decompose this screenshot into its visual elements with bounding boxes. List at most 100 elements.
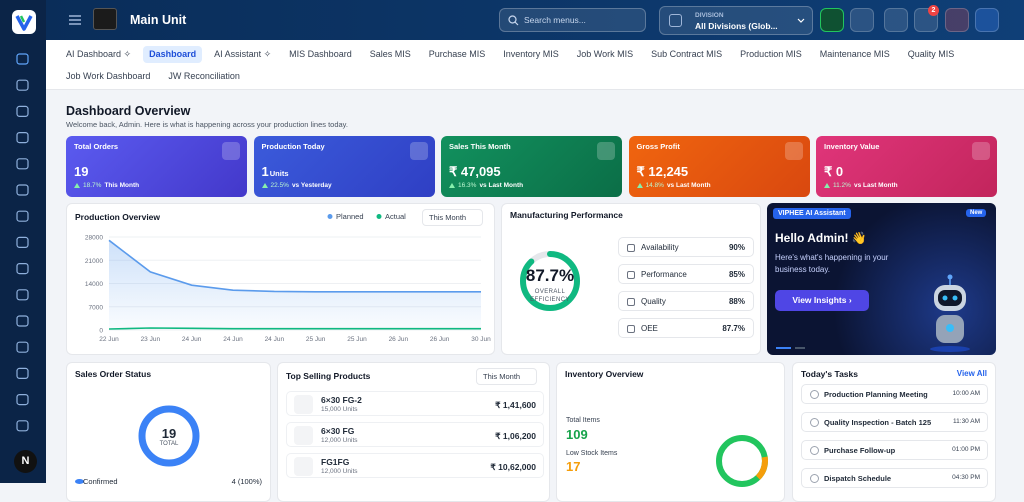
theme-button[interactable] [850,8,874,32]
task-row[interactable]: Quality Inspection - Batch 125 11:30 AM [801,412,988,432]
efficiency-gauge [520,251,580,311]
kpi-card: Gross Profit ₹ 12,245 14.8% vs Last Month [628,136,810,197]
tab[interactable]: Quality MIS [907,49,955,59]
kpi-change: 14.8% vs Last Month [636,182,711,189]
kpi-value: ₹ 12,245 [637,164,689,180]
panel-title: Top Selling Products [286,371,371,381]
task-checkbox[interactable] [810,446,819,455]
task-name: Purchase Follow-up [824,446,896,455]
kpi-change: 22.5% vs Yesterday [261,182,332,189]
up-arrow [449,183,455,188]
nav-icon[interactable] [16,341,29,353]
user-initial[interactable]: N [14,450,37,473]
product-amount: ₹ 10,62,000 [490,462,536,472]
tab[interactable]: Inventory MIS [503,49,559,59]
view-all-link[interactable]: View All [956,369,987,378]
task-row[interactable]: Dispatch Schedule 04:30 PM [801,468,988,488]
division-label: DIVISION [695,12,724,19]
logo[interactable] [12,10,36,34]
view-insights-button[interactable]: View Insights › [775,290,869,311]
task-checkbox[interactable] [810,418,819,427]
kpi-period: vs Last Month [853,182,898,189]
nav-icon[interactable] [16,210,29,222]
nav-icon[interactable] [16,263,29,275]
tab[interactable]: Sales MIS [369,49,411,59]
legend-label: Planned [336,212,364,221]
nav-icon[interactable] [16,289,29,301]
nav-icon[interactable] [16,184,29,196]
task-checkbox[interactable] [810,474,819,483]
top-products-panel: Top Selling Products This Month 6×30 FG-… [277,362,550,502]
total-items-label: Total Items [566,417,600,424]
nav-icon[interactable] [16,236,29,248]
sidebar: N [0,0,46,483]
x-tick-label: 25 Jun [347,336,367,343]
page-subtitle: Welcome back, Admin. Here is what is hap… [66,120,348,129]
assistant-card: VIPHEE AI Assistant New Hello Admin! 👋 H… [767,203,996,355]
tab[interactable]: Production MIS [740,49,802,59]
tab[interactable]: Job Work Dashboard [66,71,151,81]
tab[interactable]: Purchase MIS [428,49,486,59]
metric-row: OEE 87.7% [618,318,754,338]
kpi-title: Gross Profit [636,142,680,151]
chat-button[interactable] [820,8,844,32]
tab[interactable]: JW Reconciliation [168,71,240,81]
topbar: Main Unit Search menus... DIVISION All D… [46,0,1024,40]
x-tick-label: 24 Jun [223,336,243,343]
nav-icon[interactable] [16,79,29,91]
nav-icon[interactable] [16,394,29,406]
metric-row: Quality 88% [618,291,754,311]
product-units: 12,000 Units [321,468,358,475]
tab[interactable]: Job Work MIS [576,49,634,59]
kpi-title: Inventory Value [824,142,880,151]
tab[interactable]: Sub Contract MIS [651,49,723,59]
nav-icon[interactable] [16,367,29,379]
kpi-number: ₹ 0 [824,164,844,179]
kpi-change-value: 18.7% [83,182,102,189]
nav-icon[interactable] [16,105,29,118]
tab[interactable]: Dashboard [143,46,203,63]
profile-button[interactable] [975,8,999,32]
task-time: 10:00 AM [952,390,980,397]
tasks-panel: Today's Tasks View All Production Planni… [792,362,996,502]
period-select[interactable]: This Month [476,368,538,385]
logout-button[interactable] [945,8,969,32]
menu-toggle[interactable] [68,13,82,27]
nav-icon[interactable] [16,315,29,327]
tab[interactable]: Maintenance MIS [819,49,890,59]
efficiency-caption: OVERALL EFFICIENCY [530,289,570,303]
assistant-message: Here's what's happening in your business… [775,253,889,274]
up-arrow-shape [74,183,80,188]
product-name: 6×30 FG-2 [321,395,362,405]
tab[interactable]: MIS Dashboard [289,49,352,59]
nav-icon[interactable] [16,158,29,170]
metric-name: Performance [641,270,687,279]
product-icon [294,426,313,445]
task-checkbox[interactable] [810,390,819,399]
kpi-number: ₹ 47,095 [449,164,501,179]
nav-icon[interactable] [16,420,29,432]
kpi-change: 18.7% This Month [74,182,139,189]
up-arrow [636,183,643,188]
nav-icon[interactable] [16,131,29,144]
division-select[interactable]: DIVISION All Divisions (Glob... [659,6,813,35]
x-tick-label: 23 Jun [141,336,161,343]
product-amount: ₹ 1,41,600 [495,400,536,410]
period-select[interactable]: This Month [422,209,484,226]
task-row[interactable]: Production Planning Meeting 10:00 AM [801,384,988,404]
task-row[interactable]: Purchase Follow-up 01:00 PM [801,440,988,460]
product-name: 6×30 FG [321,426,355,436]
tab[interactable]: AI Assistant ✧ [214,49,272,59]
slide-indicator[interactable] [795,347,805,349]
tab[interactable]: AI Dashboard ✧ [66,49,132,59]
search-box[interactable]: Search menus... [499,8,646,32]
chevron [797,18,805,23]
gauge-arc [520,251,580,311]
help-button[interactable] [884,8,908,32]
x-tick-label: 30 Jun [471,336,491,343]
kpi-icon [409,142,428,160]
legend-dot [75,479,84,484]
slide-indicator-active[interactable] [776,347,791,349]
nav-icon[interactable] [16,53,29,65]
